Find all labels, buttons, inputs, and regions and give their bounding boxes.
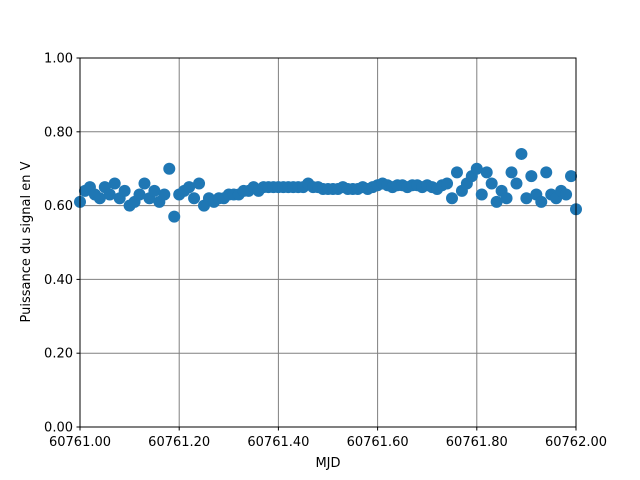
point <box>103 188 116 201</box>
point <box>168 210 181 223</box>
point <box>480 166 493 179</box>
point <box>560 188 573 201</box>
point <box>525 170 538 183</box>
point <box>93 192 106 205</box>
point <box>520 192 533 205</box>
x-axis-label: MJD <box>315 456 340 471</box>
point <box>446 192 458 205</box>
point <box>158 188 171 201</box>
y-tick-label: 1.00 <box>44 52 73 67</box>
point <box>485 177 498 190</box>
point <box>163 162 176 175</box>
point <box>133 188 146 201</box>
y-tick-label: 0.20 <box>44 347 73 362</box>
point <box>505 166 518 179</box>
x-tick-label: 60761.00 <box>49 435 111 450</box>
y-tick-label: 0.00 <box>44 421 73 436</box>
point <box>515 147 528 160</box>
y-tick-label: 0.40 <box>44 273 73 288</box>
y-axis-label: Puissance du signal en V <box>19 161 34 322</box>
point <box>535 195 548 208</box>
x-tick-label: 60761.60 <box>347 435 409 450</box>
y-tick-label: 0.80 <box>44 125 73 140</box>
x-tick-label: 60761.20 <box>148 435 210 450</box>
x-tick-label: 60761.40 <box>247 435 309 450</box>
point <box>193 177 206 190</box>
point <box>475 188 488 201</box>
y-tick-label: 0.60 <box>44 199 73 214</box>
point <box>500 192 513 205</box>
point <box>441 177 454 190</box>
point <box>108 177 121 190</box>
x-tick-label: 60762.00 <box>545 435 607 450</box>
point <box>540 166 553 179</box>
plot-frame <box>79 57 577 428</box>
point <box>138 177 151 190</box>
point <box>148 184 161 197</box>
point <box>510 177 523 190</box>
x-tick-label: 60761.80 <box>446 435 508 450</box>
point <box>118 184 131 197</box>
point <box>565 170 578 183</box>
point <box>188 192 201 205</box>
point <box>490 195 503 208</box>
point <box>470 162 483 175</box>
point <box>183 181 196 194</box>
point <box>450 166 463 179</box>
